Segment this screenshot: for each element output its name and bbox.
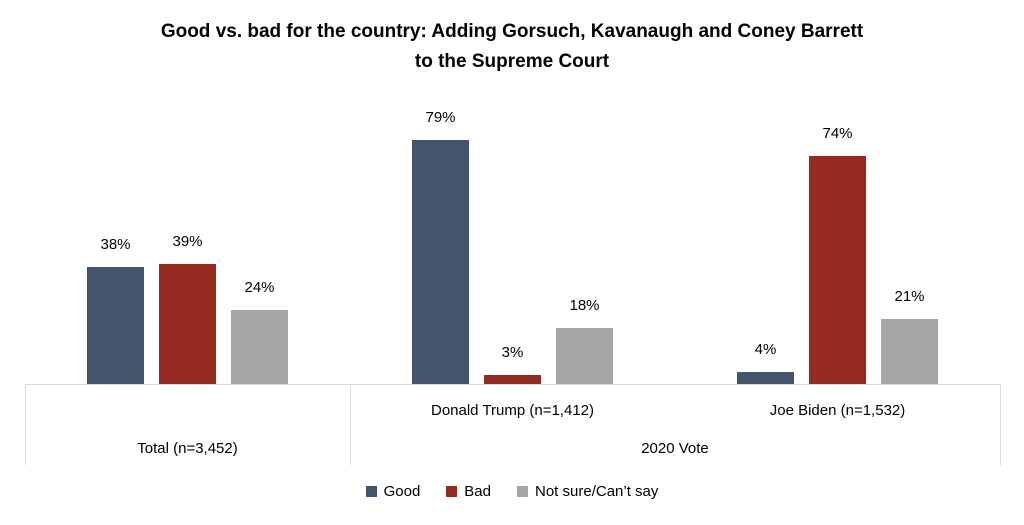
category-divider xyxy=(1000,384,1001,465)
legend-swatch-bad xyxy=(446,486,458,497)
bar-not-sure-can-t-say-total-n-3-452 xyxy=(231,309,288,384)
value-label-bad-joe-biden-n-1-532: 74% xyxy=(822,124,853,142)
value-label-good-total-n-3-452: 38% xyxy=(100,235,131,253)
legend-label-good: Good xyxy=(383,483,421,500)
category-divider xyxy=(350,384,351,465)
bar-good-donald-trump-n-1-412 xyxy=(412,140,469,384)
bar-good-total-n-3-452 xyxy=(87,266,144,384)
legend: Good Bad Not sure/Can’t say xyxy=(0,483,1024,500)
category-label-joe-biden-n-1-532: Joe Biden (n=1,532) xyxy=(769,402,906,419)
bar-bad-total-n-3-452 xyxy=(159,263,216,384)
legend-label-not-sure-can-t-say: Not sure/Can’t say xyxy=(535,483,659,500)
value-label-bad-donald-trump-n-1-412: 3% xyxy=(501,343,524,361)
group-label-2020-vote: 2020 Vote xyxy=(641,440,709,457)
chart-title-line1: Good vs. bad for the country: Adding Gor… xyxy=(160,21,864,42)
value-label-not-sure-can-t-say-donald-trump-n-1-412: 18% xyxy=(569,297,600,315)
bar-good-joe-biden-n-1-532 xyxy=(737,371,794,384)
category-divider xyxy=(25,384,26,465)
bar-not-sure-can-t-say-joe-biden-n-1-532 xyxy=(881,319,938,384)
value-label-not-sure-can-t-say-joe-biden-n-1-532: 21% xyxy=(894,288,925,306)
legend-swatch-not-sure-can-t-say xyxy=(517,486,528,497)
legend-item-good: Good xyxy=(365,483,421,500)
value-label-bad-total-n-3-452: 39% xyxy=(172,232,203,250)
bar-bad-donald-trump-n-1-412 xyxy=(484,374,541,384)
legend-label-bad: Bad xyxy=(464,483,491,500)
x-axis-line xyxy=(25,384,1000,385)
bar-not-sure-can-t-say-donald-trump-n-1-412 xyxy=(556,328,613,384)
legend-item-bad: Bad xyxy=(446,483,491,500)
legend-item-not-sure-can-t-say: Not sure/Can’t say xyxy=(517,483,658,500)
value-label-good-joe-biden-n-1-532: 4% xyxy=(754,340,777,358)
value-label-good-donald-trump-n-1-412: 79% xyxy=(425,109,456,127)
group-label-total-n-3-452: Total (n=3,452) xyxy=(137,440,238,457)
chart-title: Good vs. bad for the country: Adding Gor… xyxy=(0,17,1024,77)
legend-swatch-good xyxy=(365,486,377,497)
bar-bad-joe-biden-n-1-532 xyxy=(809,155,866,384)
chart-title-line2: to the Supreme Court xyxy=(414,51,610,72)
value-label-not-sure-can-t-say-total-n-3-452: 24% xyxy=(244,278,275,296)
category-label-donald-trump-n-1-412: Donald Trump (n=1,412) xyxy=(430,402,594,419)
